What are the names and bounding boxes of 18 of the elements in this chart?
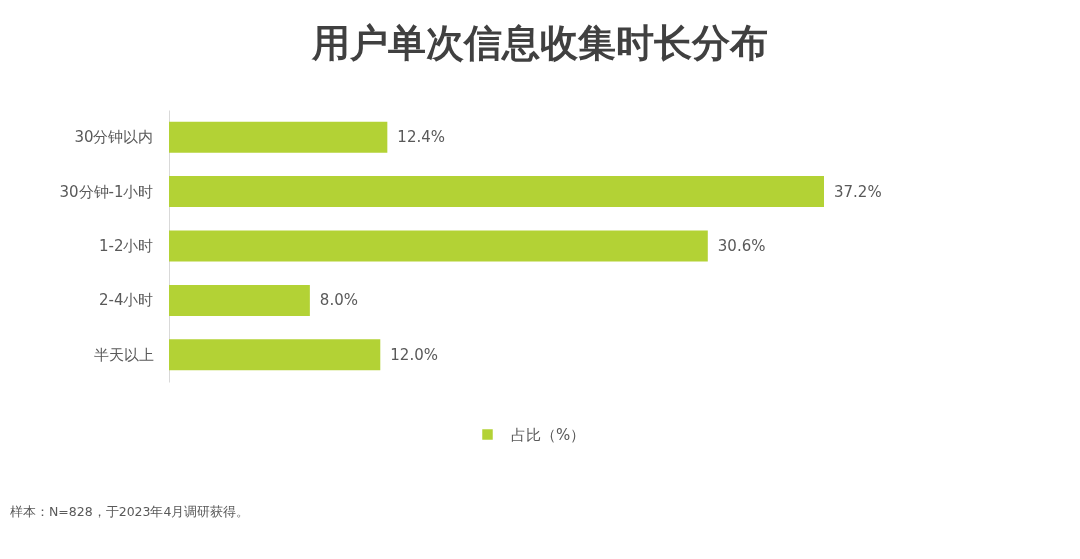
chart-title: 用户单次信息收集时长分布: [311, 21, 768, 65]
y-tick-label: 半天以上: [93, 345, 154, 364]
data-label: 12.0%: [390, 345, 438, 364]
bar: [169, 339, 381, 371]
bar: [169, 176, 824, 208]
text: 样本：N=828，于2023年4月调研获得。: [10, 504, 250, 519]
data-label: 8.0%: [319, 291, 358, 310]
y-tick-label: 30分钟以内: [74, 128, 154, 147]
y-tick-label: 1-2小时: [99, 237, 154, 255]
y-tick-label: 2-4小时: [99, 291, 154, 310]
data-label: 37.2%: [834, 182, 882, 201]
data-label: 30.6%: [717, 237, 766, 255]
y-tick-label: 30分钟-1小时: [59, 182, 154, 201]
legend-label: 占比（%）: [511, 425, 586, 444]
data-label: 12.4%: [397, 128, 445, 147]
bar: [169, 284, 310, 316]
bar: [169, 121, 388, 153]
bar: [169, 230, 708, 262]
